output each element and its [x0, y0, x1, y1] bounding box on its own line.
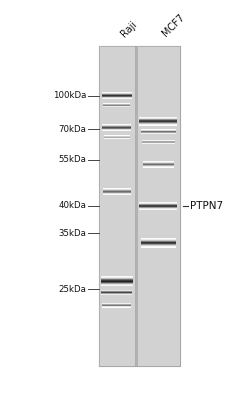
Bar — [99, 46, 135, 366]
Bar — [101, 282, 133, 283]
Bar — [101, 281, 133, 282]
Bar — [101, 278, 133, 279]
Bar — [137, 46, 180, 366]
Text: PTPN7: PTPN7 — [190, 201, 223, 211]
Text: 25kDa: 25kDa — [58, 285, 86, 294]
Bar — [101, 279, 133, 280]
Text: 35kDa: 35kDa — [58, 229, 86, 238]
Text: MCF7: MCF7 — [161, 12, 187, 39]
Text: 70kDa: 70kDa — [58, 125, 86, 134]
Bar — [101, 280, 133, 281]
Text: 100kDa: 100kDa — [53, 91, 86, 100]
Bar — [101, 282, 133, 283]
Bar — [99, 46, 135, 366]
Bar — [101, 283, 133, 284]
Text: 40kDa: 40kDa — [58, 202, 86, 210]
Bar — [101, 284, 133, 285]
Bar — [99, 46, 180, 366]
Bar — [101, 285, 133, 286]
Bar — [101, 276, 133, 277]
Bar — [101, 277, 133, 278]
Text: Raji: Raji — [119, 19, 139, 39]
Bar — [137, 46, 180, 366]
Text: 55kDa: 55kDa — [58, 155, 86, 164]
